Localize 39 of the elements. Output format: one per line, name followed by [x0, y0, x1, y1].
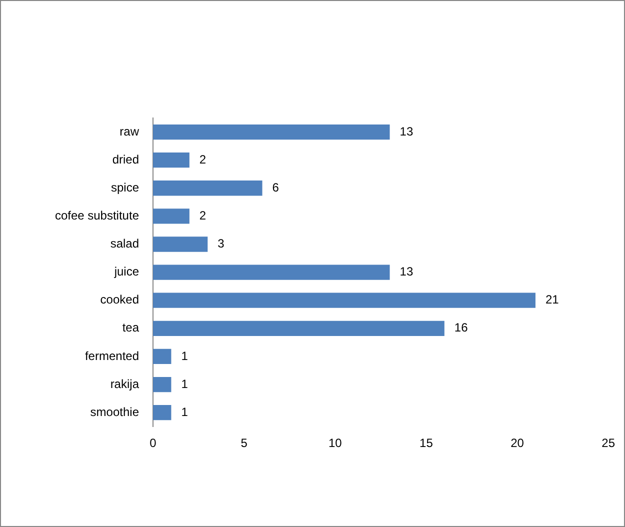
bar: [153, 208, 190, 224]
y-tick-label: juice: [113, 264, 140, 279]
bar: [153, 348, 172, 364]
data-label: 2: [199, 208, 206, 223]
data-label: 2: [199, 152, 206, 166]
x-tick-label: 10: [328, 436, 342, 450]
bar: [153, 405, 172, 420]
y-tick-label: cooked: [100, 292, 139, 307]
data-label: 13: [400, 124, 414, 138]
y-tick-label: rakija: [110, 376, 140, 391]
data-label: 21: [545, 292, 560, 307]
y-tick-label: spice: [110, 180, 140, 194]
y-tick-label: smoothie: [90, 404, 140, 419]
data-label: 3: [218, 236, 225, 251]
data-label: 1: [181, 348, 188, 363]
bar: [153, 236, 208, 252]
bar: [153, 152, 190, 168]
data-label: 1: [181, 404, 188, 419]
y-tick-label: dried: [112, 152, 139, 166]
x-tick-label: 15: [420, 436, 434, 450]
bar: [153, 124, 390, 140]
y-tick-label: tea: [122, 320, 140, 335]
bar: [153, 376, 172, 392]
x-tick-label: 20: [510, 436, 524, 450]
data-label: 13: [400, 264, 414, 279]
data-label: 16: [454, 320, 468, 335]
x-tick-label: 5: [240, 436, 248, 450]
x-tick-label: 25: [602, 436, 616, 450]
y-tick-label: salad: [110, 236, 139, 251]
data-label: 6: [272, 180, 280, 194]
y-tick-label: cofee substitute: [54, 208, 140, 223]
bar: [153, 180, 262, 196]
y-tick-label: fermented: [84, 348, 139, 363]
y-tick-label: raw: [120, 124, 140, 138]
bar: [153, 320, 444, 336]
data-label: 1: [181, 376, 188, 391]
x-tick-label: 0: [150, 436, 157, 450]
bar: [153, 292, 536, 308]
bar: [153, 264, 390, 280]
